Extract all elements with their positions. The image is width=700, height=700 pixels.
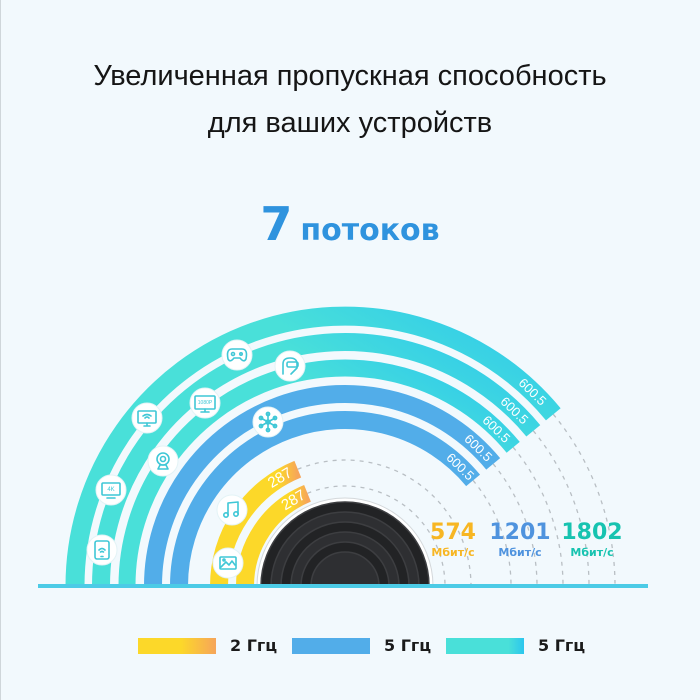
resolution-label: 1080P: [198, 400, 213, 406]
webcam-icon: [147, 445, 179, 477]
dashed-guide: [552, 413, 616, 584]
legend-label-2ghz: 2 Ггц: [230, 636, 278, 655]
streams-count: 7 потоков: [0, 197, 700, 251]
dashed-guide: [307, 485, 446, 586]
dashed-guide: [297, 459, 472, 585]
resolution-label: 4K: [107, 487, 114, 493]
legend-label-5ghz-blue: 5 Ггц: [384, 636, 432, 655]
stream-arc: [144, 384, 501, 587]
music-icon: [216, 494, 248, 526]
total-rate-5ghz-1: 1201 Мбит/с: [488, 520, 552, 560]
dashed-guide: [492, 463, 538, 585]
baseline: [38, 584, 648, 588]
legend: 2 Ггц 5 Ггц 5 Ггц: [0, 636, 700, 656]
4k-tv-icon: 4K: [95, 474, 127, 506]
wifi-monitor-icon: [131, 402, 163, 434]
rate-unit: Мбит/с: [431, 546, 475, 559]
dashed-guide: [512, 446, 564, 585]
legend-swatch-cyan: [446, 638, 524, 654]
stream-arc: [170, 411, 481, 587]
dashed-guide: [532, 430, 590, 584]
total-rate-5ghz-2: 1802 Мбит/с: [560, 520, 624, 560]
legend-swatch-blue: [292, 638, 370, 654]
gamepad-icon: [221, 339, 253, 371]
legend-swatch-yellow: [138, 638, 216, 654]
rate-unit: Мбит/с: [570, 546, 614, 559]
stream-arc: [236, 484, 312, 587]
disc-ring: [310, 551, 380, 587]
dashed-guides: [297, 413, 616, 586]
vr-headset-icon: [274, 350, 306, 382]
rate-value: 1201: [489, 520, 551, 545]
device-icons: 1080P 4K: [86, 339, 306, 579]
streams-label: потоков: [300, 213, 440, 248]
streams-number: 7: [260, 197, 293, 251]
rate-unit: Мбит/с: [498, 546, 542, 559]
network-hub-icon: [252, 406, 284, 438]
stream-arc: [65, 306, 561, 587]
legend-label-5ghz-cyan: 5 Ггц: [538, 636, 586, 655]
image-icon: [212, 547, 244, 579]
wifi-tablet-icon: [86, 534, 118, 566]
headline-line-1: Увеличенная пропускная способность: [93, 60, 607, 92]
stream-arc: [118, 359, 520, 587]
1080p-monitor-icon: 1080P: [189, 387, 221, 419]
rate-value: 1802: [561, 520, 623, 545]
headline-line-2: для ваших устройств: [207, 107, 493, 139]
total-rate-2ghz: 574 Мбит/с: [425, 520, 481, 560]
router-disc: [256, 497, 434, 587]
dashed-guide: [472, 479, 512, 585]
rate-value: 574: [430, 520, 476, 545]
